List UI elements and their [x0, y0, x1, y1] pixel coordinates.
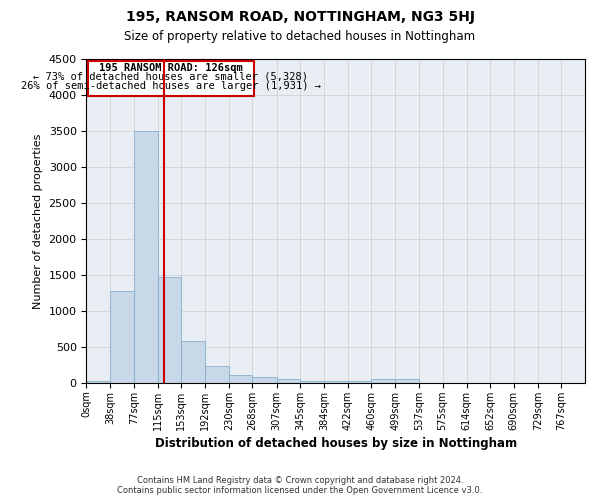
Bar: [277, 380, 300, 383]
Bar: [348, 382, 371, 383]
Text: 195, RANSOM ROAD, NOTTINGHAM, NG3 5HJ: 195, RANSOM ROAD, NOTTINGHAM, NG3 5HJ: [125, 10, 475, 24]
Bar: [86, 381, 110, 383]
Bar: [300, 381, 324, 383]
Bar: [110, 291, 134, 383]
Bar: [205, 366, 229, 383]
Bar: [253, 377, 277, 383]
Text: Size of property relative to detached houses in Nottingham: Size of property relative to detached ho…: [124, 30, 476, 43]
Bar: [371, 380, 395, 383]
Bar: [229, 374, 253, 383]
Bar: [395, 380, 419, 383]
Text: Contains HM Land Registry data © Crown copyright and database right 2024.
Contai: Contains HM Land Registry data © Crown c…: [118, 476, 482, 495]
Bar: [134, 131, 158, 383]
Bar: [158, 277, 181, 383]
Text: ← 73% of detached houses are smaller (5,328): ← 73% of detached houses are smaller (5,…: [33, 71, 308, 81]
Text: 195 RANSOM ROAD: 126sqm: 195 RANSOM ROAD: 126sqm: [99, 64, 242, 74]
Y-axis label: Number of detached properties: Number of detached properties: [33, 134, 43, 308]
Bar: [88, 61, 254, 96]
Bar: [181, 341, 205, 383]
Text: 26% of semi-detached houses are larger (1,931) →: 26% of semi-detached houses are larger (…: [20, 80, 320, 90]
X-axis label: Distribution of detached houses by size in Nottingham: Distribution of detached houses by size …: [155, 437, 517, 450]
Bar: [324, 382, 348, 383]
